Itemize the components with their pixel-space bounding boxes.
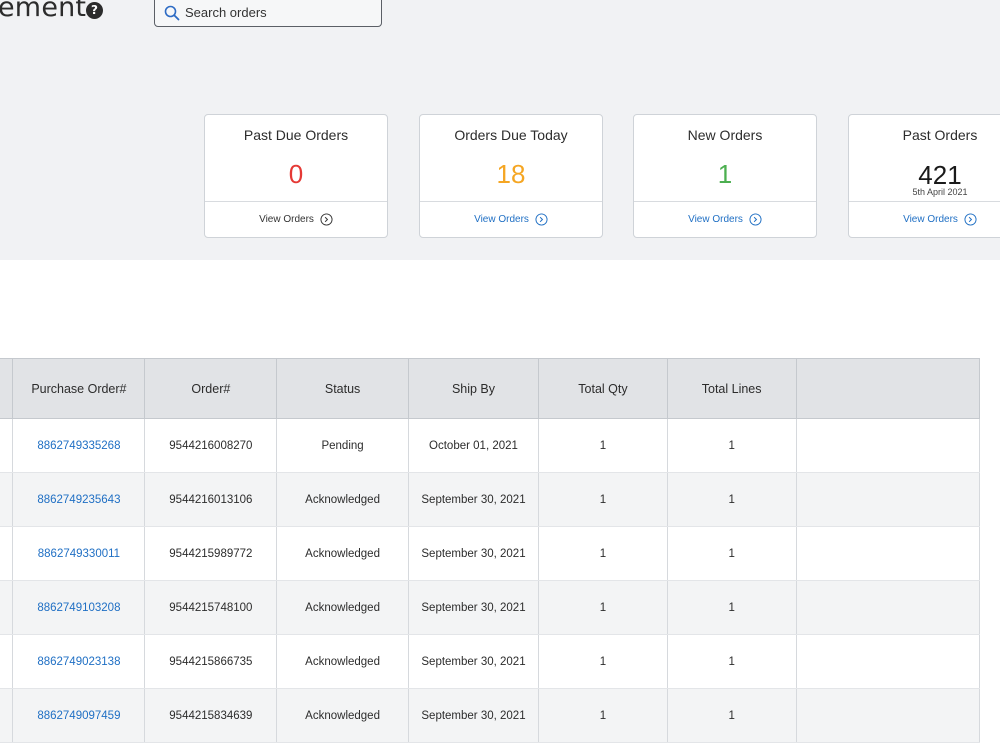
orders-table: Purchase Order# Order# Status Ship By To… <box>0 358 981 743</box>
view-orders-link[interactable]: View Orders <box>205 201 387 237</box>
table-row[interactable]: 8862749335268 9544216008270 Pending Octo… <box>0 418 981 473</box>
purchase-order-link[interactable]: 8862749335268 <box>37 439 121 452</box>
col-header-purchase-order[interactable]: Purchase Order# <box>12 358 146 419</box>
col-header-total-qty[interactable]: Total Qty <box>538 358 668 419</box>
card-title: Orders Due Today <box>454 127 568 143</box>
view-orders-link[interactable]: View Orders <box>634 201 816 237</box>
table-row[interactable]: 8862749330011 9544215989772 Acknowledged… <box>0 526 981 581</box>
card-past-due-orders: Past Due Orders 0 View Orders <box>204 114 388 238</box>
total-qty-cell: 1 <box>538 634 668 689</box>
col-header-ship-by[interactable]: Ship By <box>408 358 540 419</box>
card-past-orders: Past Orders 421 5th April 2021 View Orde… <box>848 114 1000 238</box>
table-row[interactable]: 8862749235643 9544216013106 Acknowledged… <box>0 472 981 527</box>
total-lines-cell: 1 <box>667 526 797 581</box>
purchase-order-link[interactable]: 8862749330011 <box>37 547 121 560</box>
order-number: 9544215834639 <box>144 688 278 743</box>
view-orders-link[interactable]: View Orders <box>420 201 602 237</box>
search-icon <box>164 5 180 21</box>
order-number: 9544215866735 <box>144 634 278 689</box>
chevron-right-circle-icon <box>320 213 333 226</box>
table-row[interactable]: 8862749023138 9544215866735 Acknowledged… <box>0 634 981 689</box>
card-title: Past Orders <box>902 127 978 143</box>
card-title: Past Due Orders <box>243 127 349 143</box>
total-lines-cell: 1 <box>667 472 797 527</box>
search-box[interactable] <box>154 0 382 27</box>
chevron-right-circle-icon <box>749 213 762 226</box>
ship-by-cell: September 30, 2021 <box>408 526 540 581</box>
table-row[interactable]: 8862749103208 9544215748100 Acknowledged… <box>0 580 981 635</box>
ship-by-cell: September 30, 2021 <box>408 472 540 527</box>
status-cell: Acknowledged <box>276 580 409 635</box>
total-lines-cell: 1 <box>667 634 797 689</box>
total-lines-cell: 1 <box>667 580 797 635</box>
chevron-right-circle-icon <box>964 213 977 226</box>
order-number: 9544215989772 <box>144 526 278 581</box>
total-qty-cell: 1 <box>538 580 668 635</box>
view-orders-label: View Orders <box>903 214 958 225</box>
col-header-extra <box>796 358 981 419</box>
table-row[interactable]: 8862749097459 9544215834639 Acknowledged… <box>0 688 981 743</box>
total-qty-cell: 1 <box>538 418 668 473</box>
page-title: ement <box>0 0 87 23</box>
status-cell: Acknowledged <box>276 472 409 527</box>
order-number: 9544216013106 <box>144 472 278 527</box>
col-header-select <box>0 358 14 419</box>
total-lines-cell: 1 <box>667 688 797 743</box>
chevron-right-circle-icon <box>535 213 548 226</box>
purchase-order-link[interactable]: 8862749103208 <box>37 601 121 614</box>
col-header-status[interactable]: Status <box>276 358 409 419</box>
view-orders-label: View Orders <box>474 214 529 225</box>
card-value: 18 <box>496 159 526 189</box>
view-orders-label: View Orders <box>688 214 743 225</box>
status-cell: Acknowledged <box>276 634 409 689</box>
total-qty-cell: 1 <box>538 688 668 743</box>
total-qty-cell: 1 <box>538 472 668 527</box>
purchase-order-link[interactable]: 8862749097459 <box>37 709 121 722</box>
order-number: 9544215748100 <box>144 580 278 635</box>
col-header-total-lines[interactable]: Total Lines <box>667 358 797 419</box>
summary-area: ement ? Past Due Orders 0 View Orders Or… <box>0 0 1000 260</box>
ship-by-cell: September 30, 2021 <box>408 634 540 689</box>
total-qty-cell: 1 <box>538 526 668 581</box>
card-value: 0 <box>288 159 304 189</box>
order-number: 9544216008270 <box>144 418 278 473</box>
card-value: 1 <box>717 159 733 189</box>
card-value: 421 <box>918 160 962 190</box>
ship-by-cell: September 30, 2021 <box>408 580 540 635</box>
table-header: Purchase Order# Order# Status Ship By To… <box>0 358 981 419</box>
purchase-order-link[interactable]: 8862749023138 <box>37 655 121 668</box>
card-title: New Orders <box>687 127 763 143</box>
view-orders-link[interactable]: View Orders <box>849 201 1000 237</box>
col-header-order[interactable]: Order# <box>144 358 278 419</box>
card-subtitle-date: 5th April 2021 <box>912 187 968 197</box>
view-orders-label: View Orders <box>259 214 314 225</box>
ship-by-cell: October 01, 2021 <box>408 418 540 473</box>
search-input[interactable] <box>185 2 375 22</box>
total-lines-cell: 1 <box>667 418 797 473</box>
card-new-orders: New Orders 1 View Orders <box>633 114 817 238</box>
status-cell: Pending <box>276 418 409 473</box>
card-orders-due-today: Orders Due Today 18 View Orders <box>419 114 603 238</box>
purchase-order-link[interactable]: 8862749235643 <box>37 493 121 506</box>
ship-by-cell: September 30, 2021 <box>408 688 540 743</box>
status-cell: Acknowledged <box>276 526 409 581</box>
status-cell: Acknowledged <box>276 688 409 743</box>
question-circle-icon[interactable]: ? <box>86 2 103 19</box>
